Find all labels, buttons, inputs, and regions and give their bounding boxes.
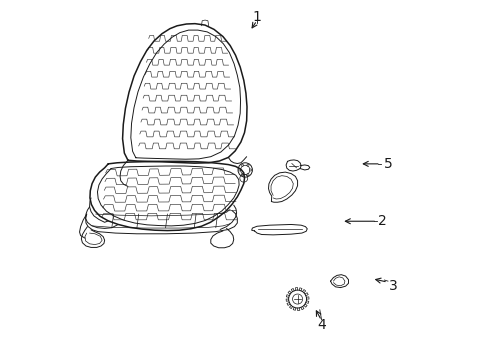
Text: 2: 2 (377, 214, 386, 228)
Text: 4: 4 (317, 318, 325, 332)
Text: 3: 3 (388, 279, 397, 293)
Text: 1: 1 (252, 10, 261, 24)
Text: 5: 5 (383, 157, 391, 171)
